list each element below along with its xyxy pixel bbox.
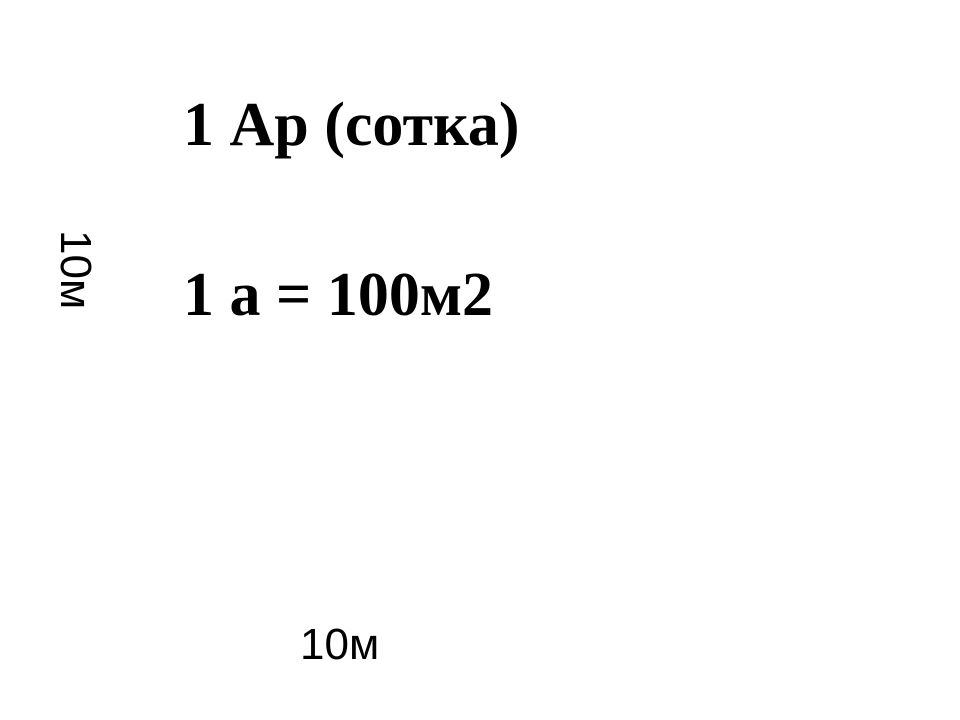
formula-text: 1 а = 100м2 <box>183 260 493 331</box>
canvas: 1 Ар (сотка) 1 а = 100м2 10м 10м <box>0 0 960 720</box>
horizontal-dimension-label: 10м <box>300 620 379 670</box>
vertical-dimension-label: 10м <box>50 230 100 309</box>
title-text: 1 Ар (сотка) <box>183 90 520 161</box>
